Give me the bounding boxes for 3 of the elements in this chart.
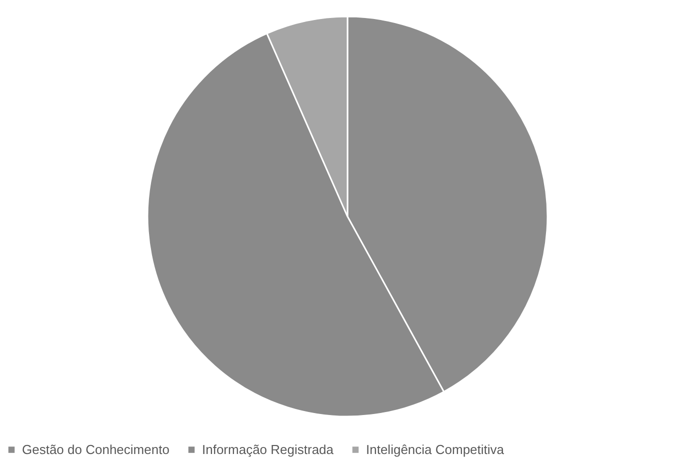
legend-label: Inteligência Competitiva (366, 442, 505, 457)
legend-label: Informação Registrada (202, 442, 334, 457)
legend-label: Gestão do Conhecimento (22, 442, 170, 457)
